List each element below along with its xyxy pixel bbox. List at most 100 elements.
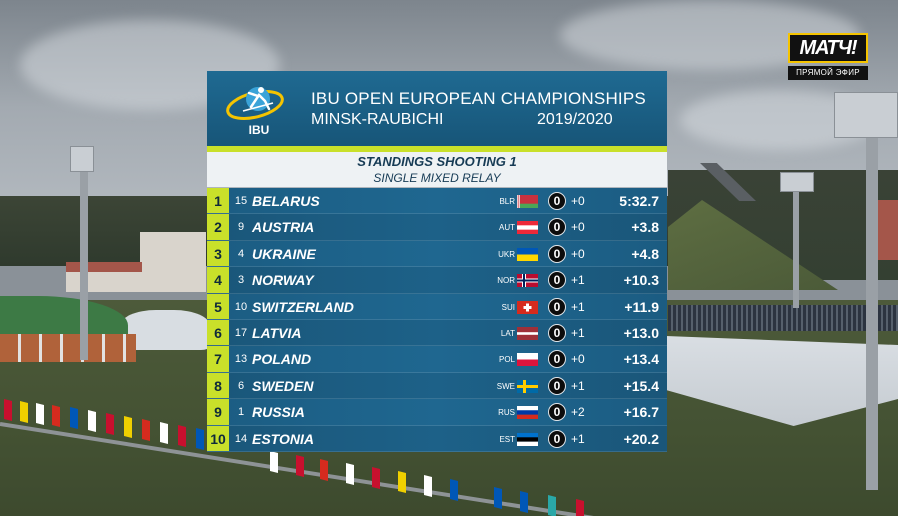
time-value: +15.4	[623, 377, 659, 394]
spectator-flag	[52, 405, 60, 427]
bib-number: 17	[234, 326, 248, 339]
sweden-flag-icon	[517, 379, 538, 393]
time-value: +4.8	[631, 245, 659, 262]
ukraine-flag-icon	[517, 247, 538, 261]
time-value: +20.2	[623, 430, 659, 447]
spectator-flag	[548, 495, 556, 516]
building	[140, 232, 206, 292]
standings-title: STANDINGS SHOOTING 1	[357, 154, 517, 169]
header-accent-rule	[207, 146, 667, 152]
spare-rounds: +1	[571, 378, 585, 393]
spectator-flag	[196, 428, 204, 450]
estonia-flag-icon	[517, 432, 538, 446]
standings-row: 4 3 NORWAY NOR 0 +1 +10.3	[207, 267, 667, 294]
bib-number: 13	[234, 353, 248, 366]
stadium-seats	[0, 334, 136, 362]
time-value: 5:32.7	[619, 193, 659, 209]
spectator-flag	[576, 499, 584, 516]
misses-count: 0	[548, 403, 566, 422]
standings-row: 9 1 RUSSIA RUS 0 +2 +16.7	[207, 399, 667, 426]
spectator-stands	[668, 305, 898, 331]
standings-row: 8 6 SWEDEN SWE 0 +1 +15.4	[207, 372, 667, 400]
bib-number: 14	[234, 432, 248, 445]
channel-logo: МАТЧ!	[788, 33, 868, 63]
team-name: NORWAY	[252, 272, 314, 289]
light-tower	[866, 120, 878, 490]
standings-list: 1 15 BELARUS BLR 0 +0 5:32.7 2 9 AUSTRIA…	[207, 188, 667, 452]
broadcaster-badge: МАТЧ! ПРЯМОЙ ЭФИР	[788, 33, 868, 80]
misses-count: 0	[548, 350, 566, 369]
spare-rounds: +0	[571, 352, 585, 367]
board-header: IBU IBU OPEN EUROPEAN CHAMPIONSHIPS MINS…	[207, 71, 667, 146]
time-value: +10.3	[623, 272, 659, 289]
bib-number: 3	[237, 274, 245, 287]
rank-badge: 6	[207, 319, 229, 346]
floodlight	[834, 92, 898, 138]
team-name: SWEDEN	[252, 377, 314, 394]
rank-badge: 4	[207, 267, 229, 293]
misses-count: 0	[548, 429, 566, 448]
standings-row: 7 13 POLAND POL 0 +0 +13.4	[207, 346, 667, 373]
spare-rounds: +0	[571, 246, 585, 261]
nation-code: SWE	[496, 381, 515, 391]
bib-number: 9	[237, 221, 245, 234]
misses-count: 0	[548, 192, 566, 210]
standings-row: 5 10 SWITZERLAND SUI 0 +1 +11.9	[207, 293, 667, 320]
spectator-flag	[36, 403, 44, 425]
ibu-logo-text: IBU	[248, 123, 270, 137]
nation-code: EST	[499, 434, 515, 444]
floodlight	[780, 172, 814, 192]
nation-code: LAT	[500, 328, 515, 338]
belarus-flag-icon	[517, 195, 538, 208]
rank-badge: 8	[207, 372, 229, 399]
spectator-flag	[142, 419, 150, 441]
building	[66, 272, 142, 292]
misses-count: 0	[548, 218, 566, 237]
spectator-flag	[270, 451, 278, 473]
live-label: ПРЯМОЙ ЭФИР	[788, 66, 868, 80]
team-name: ESTONIA	[252, 430, 314, 447]
spectator-flag	[320, 459, 328, 481]
rank-badge: 10	[207, 425, 229, 451]
standings-row: 3 4 UKRAINE UKR 0 +0 +4.8	[207, 240, 667, 268]
board-subheader: STANDINGS SHOOTING 1 SINGLE MIXED RELAY	[207, 152, 667, 187]
time-value: +16.7	[623, 404, 659, 421]
building-roof	[66, 262, 142, 272]
spectator-flag	[160, 422, 168, 444]
bib-number: 4	[237, 247, 245, 260]
misses-count: 0	[548, 244, 566, 263]
spectator-flag	[424, 475, 432, 497]
rank-badge: 5	[207, 293, 229, 319]
switzerland-flag-icon	[517, 300, 538, 314]
spare-rounds: +0	[571, 220, 585, 235]
spectator-flag	[4, 399, 12, 421]
light-tower	[80, 170, 88, 360]
spare-rounds: +1	[571, 299, 585, 314]
rank-badge: 3	[207, 240, 229, 267]
time-value: +3.8	[631, 219, 659, 236]
standings-row: 10 14 ESTONIA EST 0 +1 +20.2	[207, 425, 667, 452]
spare-rounds: +2	[571, 405, 585, 420]
bib-number: 15	[234, 195, 248, 207]
misses-count: 0	[548, 376, 566, 395]
nation-code: BLR	[499, 197, 515, 206]
spectator-flag	[372, 467, 380, 489]
nation-code: UKR	[498, 249, 515, 259]
team-name: UKRAINE	[252, 245, 316, 262]
rank-badge: 2	[207, 214, 229, 240]
championship-title: IBU OPEN EUROPEAN CHAMPIONSHIPS	[311, 89, 646, 108]
spectator-flag	[494, 487, 502, 509]
austria-flag-icon	[517, 221, 538, 235]
standings-row: 1 15 BELARUS BLR 0 +0 5:32.7	[207, 188, 667, 215]
russia-flag-icon	[517, 406, 538, 420]
nation-code: RUS	[498, 408, 515, 418]
spare-rounds: +1	[571, 273, 585, 288]
misses-count: 0	[548, 323, 566, 342]
spectator-flag	[70, 407, 78, 429]
team-name: AUSTRIA	[252, 219, 315, 236]
spectator-flag	[520, 491, 528, 513]
spectator-flag	[178, 425, 186, 447]
team-name: RUSSIA	[252, 404, 305, 421]
latvia-flag-icon	[517, 326, 538, 340]
spare-rounds: +1	[571, 431, 585, 446]
